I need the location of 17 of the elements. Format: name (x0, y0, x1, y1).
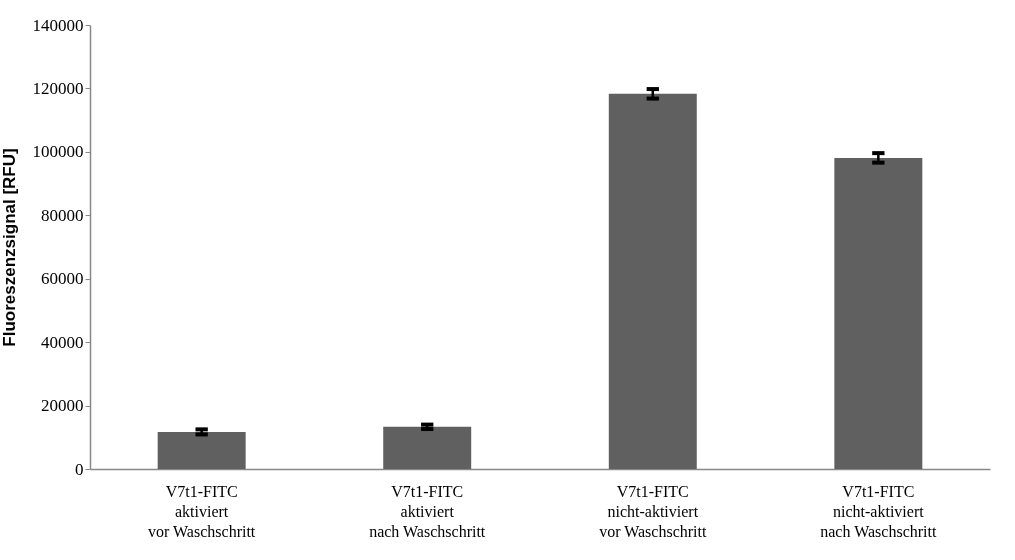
x-tick-label: V7t1-FITC nicht-aktiviert nach Waschschritt (820, 482, 937, 540)
y-tick-label: 140000 (32, 15, 84, 35)
y-tick-label: 40000 (41, 332, 84, 352)
x-tick-label: V7t1-FITC aktiviert nach Waschschritt (369, 482, 486, 540)
y-tick-label: 0 (75, 459, 84, 479)
y-tick-label: 120000 (32, 78, 84, 98)
bar (608, 93, 697, 469)
y-axis-title: Fluoreszenzsignal [RFU] (0, 148, 19, 347)
y-tick-label: 80000 (41, 205, 84, 225)
bar (834, 157, 923, 469)
x-tick-label: V7t1-FITC nicht-aktiviert vor Waschschritt (599, 482, 707, 540)
x-tick-label: V7t1-FITC aktiviert vor Waschschritt (148, 482, 256, 540)
y-tick-label: 60000 (41, 269, 84, 289)
y-tick-label: 100000 (32, 142, 84, 162)
bar (157, 431, 246, 469)
bar (383, 426, 472, 469)
y-tick-label: 20000 (41, 396, 84, 416)
